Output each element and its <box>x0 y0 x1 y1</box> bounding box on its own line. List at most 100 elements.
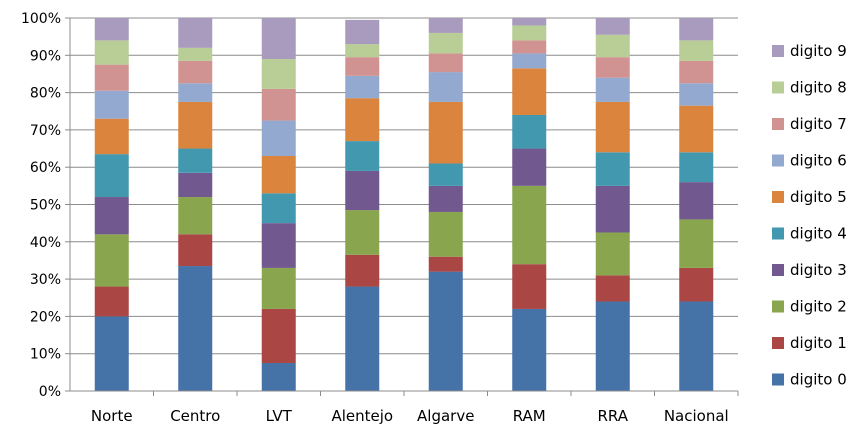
bar-segment <box>595 275 630 302</box>
x-category-label: Centro <box>170 407 220 425</box>
bar-segment <box>428 163 463 186</box>
bar-segment <box>345 75 380 99</box>
bar-segment <box>345 170 380 211</box>
bar-segment <box>679 267 714 302</box>
bar-segment <box>178 101 213 149</box>
legend-swatch <box>772 300 784 313</box>
bar-segment <box>178 83 213 102</box>
bar-segment <box>679 152 714 183</box>
bar-segment <box>595 301 630 391</box>
legend: digito 9 digito 8 digito 7 digito 6 digito 5… <box>772 42 847 389</box>
legend-label: digito 8 <box>790 79 847 97</box>
bar-segment <box>261 363 296 391</box>
x-axis-category-labels: Norte Centro LVT Alentejo Algarve RAM RRA Nacio… <box>91 407 729 425</box>
bar-segment <box>178 266 213 391</box>
bar-segment <box>428 211 463 257</box>
bar-segment <box>428 271 463 391</box>
bar-segment <box>679 83 714 106</box>
y-tick-label: 10% <box>30 347 61 363</box>
y-tick-label: 40% <box>30 235 61 251</box>
legend-label: digito 2 <box>790 298 847 316</box>
bar-segment <box>428 32 463 54</box>
bar-segment <box>261 88 296 121</box>
bar-segment <box>595 185 630 233</box>
bar-segment <box>512 18 547 26</box>
legend-swatch <box>772 373 784 386</box>
bar-segment <box>94 234 129 287</box>
bar-segment <box>679 18 714 41</box>
bar-segment <box>178 18 213 48</box>
y-tick-label: 20% <box>30 309 61 325</box>
bar-segment <box>261 156 296 194</box>
legend-swatch <box>772 227 784 240</box>
bar-segment <box>512 68 547 115</box>
bar-segment <box>595 152 630 186</box>
bar-segment <box>94 18 129 41</box>
bar-segment <box>94 40 129 65</box>
bar-segment <box>345 286 380 391</box>
legend-label: digito 7 <box>790 115 847 133</box>
bar-segment <box>428 256 463 272</box>
bar-segment <box>94 316 129 391</box>
bar-segment <box>94 118 129 155</box>
y-tick-label: 0% <box>39 384 61 400</box>
legend-swatch <box>772 191 784 203</box>
y-tick-label: 80% <box>30 86 61 102</box>
bar-segment <box>345 141 380 171</box>
bar-segment <box>679 105 714 153</box>
bar-segment <box>94 64 129 91</box>
bar-segment <box>512 308 547 391</box>
bar-segment <box>261 18 296 60</box>
legend-swatch <box>772 154 784 167</box>
legend-label: digito 3 <box>790 261 847 279</box>
bar-segment <box>261 193 296 224</box>
bar-segment <box>512 114 547 149</box>
legend-swatch <box>772 45 784 57</box>
legend-label: digito 6 <box>790 152 847 170</box>
bar-segment <box>428 18 463 33</box>
bar-segment <box>178 197 213 235</box>
legend-label: digito 4 <box>790 225 847 243</box>
bar-segment <box>178 172 213 198</box>
legend-swatch <box>772 337 784 349</box>
y-tick-label: 50% <box>30 198 61 214</box>
x-category-label: Nacional <box>664 407 729 425</box>
bars <box>94 18 714 391</box>
bar-segment <box>512 53 547 69</box>
bar-segment <box>345 210 380 255</box>
legend-label: digito 0 <box>790 371 847 389</box>
bar-segment <box>94 154 129 198</box>
bar-segment <box>261 59 296 89</box>
x-category-label: RRA <box>598 407 629 425</box>
bar-segment <box>261 223 296 268</box>
bar-segment <box>595 232 630 276</box>
bar-segment <box>595 101 630 153</box>
legend-label: digito 5 <box>790 188 847 206</box>
bar-segment <box>512 40 547 54</box>
bar-segment <box>512 25 547 41</box>
y-tick-label: 100% <box>21 11 61 27</box>
x-category-label: Alentejo <box>331 407 393 425</box>
bar-segment <box>428 185 463 212</box>
legend-swatch <box>772 264 784 276</box>
bar-segment <box>178 234 213 267</box>
y-tick-label: 60% <box>30 160 61 176</box>
x-category-label: Algarve <box>417 407 474 425</box>
bar-segment <box>679 219 714 268</box>
bar-segment <box>178 47 213 61</box>
bar-segment <box>178 60 213 84</box>
legend-swatch <box>772 118 784 130</box>
bar-segment <box>679 60 714 84</box>
y-axis-tick-labels: 0% 10% 20% 30% 40% 50% 60% 70% 80% 90% 100% <box>21 11 61 400</box>
legend-label: digito 1 <box>790 334 847 352</box>
bar-segment <box>345 98 380 142</box>
bar-segment <box>512 148 547 186</box>
bar-segment <box>512 264 547 309</box>
bar-segment <box>261 308 296 364</box>
y-tick-label: 70% <box>30 123 61 139</box>
bar-segment <box>595 34 630 58</box>
bar-segment <box>345 57 380 76</box>
bar-segment <box>595 18 630 35</box>
y-tick-label: 30% <box>30 272 61 288</box>
y-tick-label: 90% <box>30 48 61 64</box>
